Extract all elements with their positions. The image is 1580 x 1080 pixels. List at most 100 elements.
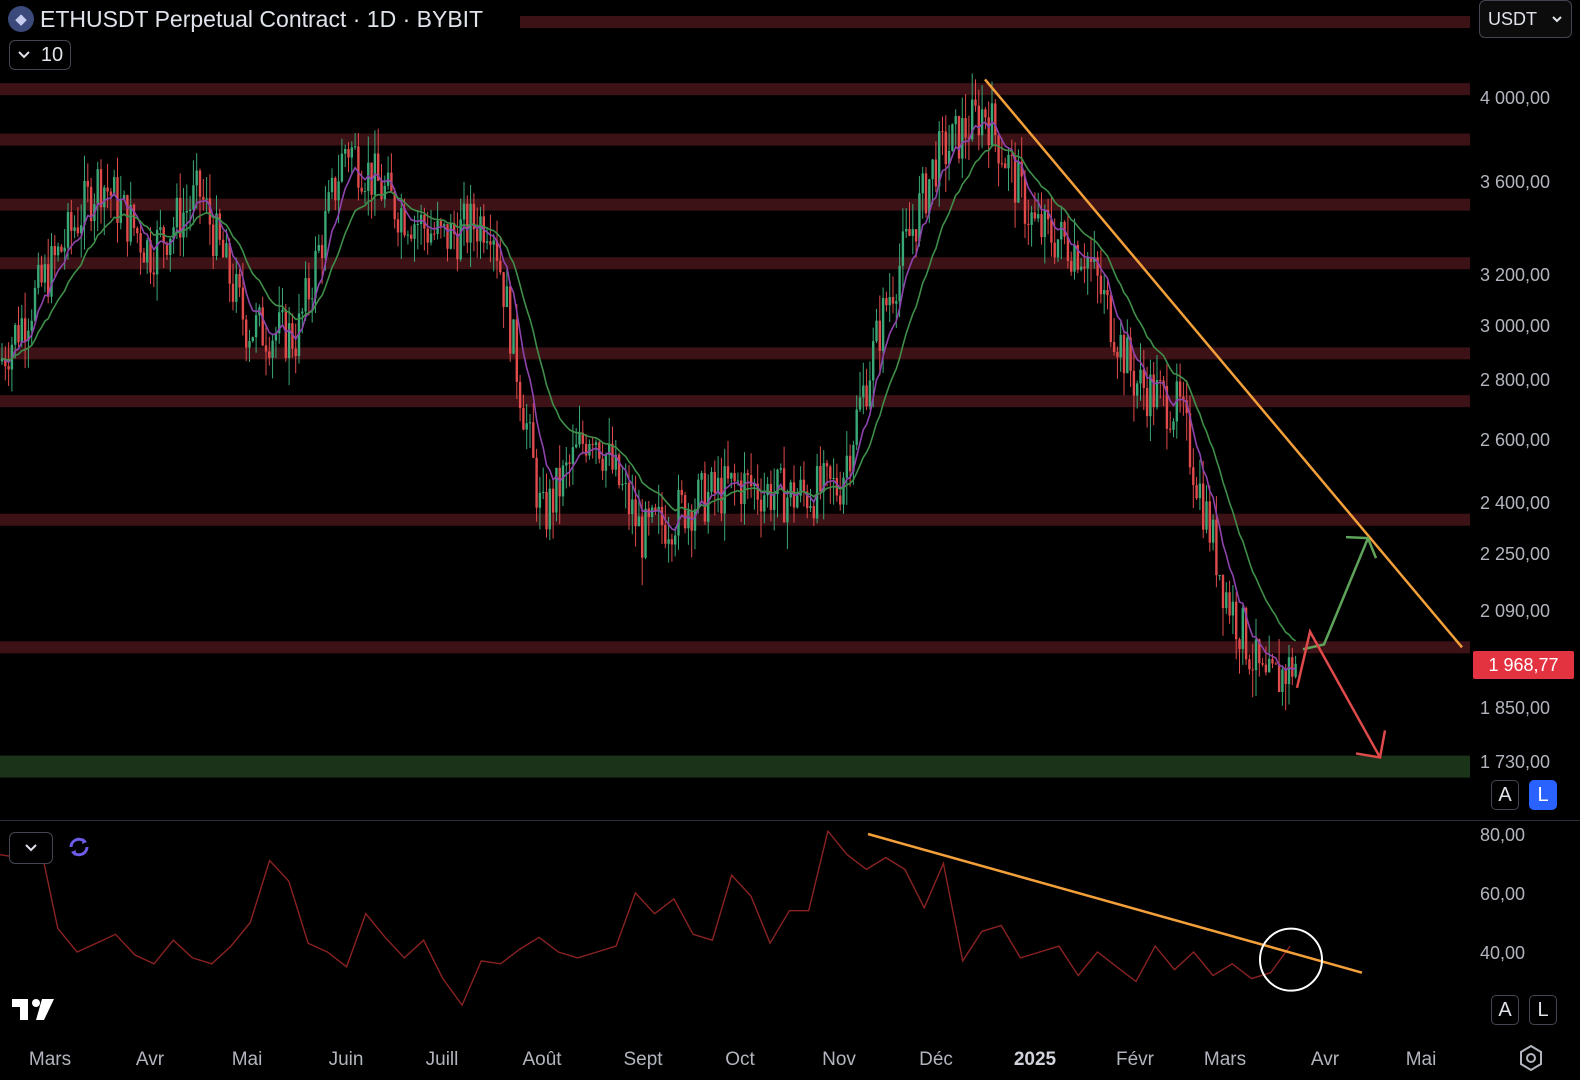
candle-body: [1139, 369, 1142, 384]
symbol-legend[interactable]: ◆ ETHUSDT Perpetual Contract · 1D · BYBI…: [8, 3, 490, 35]
candle-body: [80, 225, 83, 234]
rsi-log-scale-button[interactable]: L: [1529, 995, 1557, 1025]
candle-body: [773, 494, 776, 510]
candle-body: [1149, 374, 1152, 417]
candle-body: [1030, 212, 1033, 225]
candle-body: [812, 506, 815, 519]
candle-body: [855, 409, 858, 445]
current-price-label: 1 968,77: [1473, 651, 1574, 679]
candle-body: [1056, 239, 1060, 258]
time-label: Févr: [1116, 1049, 1154, 1070]
candle-body: [1073, 244, 1076, 272]
currency-selector[interactable]: USDT: [1479, 0, 1572, 38]
candle-body: [99, 169, 103, 208]
rsi-indicator-chart[interactable]: [0, 822, 1470, 1032]
log-scale-button[interactable]: L: [1529, 780, 1557, 810]
rsi-label: 80,00: [1480, 825, 1526, 845]
candle-body: [954, 116, 957, 125]
candle-body: [337, 181, 340, 201]
candle-body: [763, 495, 766, 512]
candle-body: [901, 231, 905, 266]
candle-body: [1205, 501, 1208, 530]
candle-body: [113, 177, 116, 196]
settings-gear-icon[interactable]: [1516, 1043, 1546, 1073]
candle-body: [109, 191, 113, 196]
candle-body: [796, 495, 799, 508]
candle-body: [1248, 659, 1251, 670]
candle-body: [987, 117, 990, 146]
candle-body: [413, 224, 416, 239]
candle-body: [980, 109, 984, 136]
candle-body: [66, 211, 70, 248]
candle-body: [1106, 290, 1109, 296]
candle-body: [977, 105, 980, 136]
auto-scale-button[interactable]: A: [1491, 780, 1519, 810]
candle-body: [683, 495, 687, 529]
price-label: 4 000,00: [1480, 88, 1551, 108]
candle-body: [928, 179, 931, 214]
candle-body: [1000, 163, 1004, 165]
candle-body: [396, 219, 400, 233]
candle-body: [76, 227, 80, 234]
rsi-breakout-circle: [1259, 927, 1323, 992]
candle-body: [1182, 396, 1185, 401]
candle-body: [245, 319, 248, 348]
candle-body: [149, 240, 152, 273]
candle-body: [591, 444, 594, 446]
candle-body: [872, 341, 875, 381]
candle-body: [1291, 657, 1294, 677]
candle-body: [733, 473, 736, 482]
rsi-auto-scale-button[interactable]: A: [1491, 995, 1519, 1025]
candle-body: [542, 491, 545, 493]
candle-body: [984, 109, 987, 118]
candle-body: [713, 471, 716, 494]
candle-body: [291, 323, 294, 349]
candle-body: [1116, 352, 1119, 358]
candle-body: [1013, 155, 1017, 203]
candle-body: [1268, 658, 1271, 673]
candle-body: [1231, 601, 1235, 616]
pane-separator[interactable]: [0, 820, 1580, 821]
candle-body: [509, 286, 512, 354]
candle-body: [799, 479, 802, 496]
candle-body: [769, 483, 773, 510]
sync-icon[interactable]: [66, 834, 92, 860]
candle-body: [865, 385, 868, 407]
candle-body: [1112, 342, 1116, 353]
candle-body: [225, 243, 228, 258]
candle-body: [908, 228, 911, 236]
rsi-label: 60,00: [1480, 884, 1526, 904]
candle-body: [1165, 386, 1169, 429]
legend-collapse-button[interactable]: 10: [9, 40, 71, 70]
candle-body: [23, 318, 27, 341]
candle-body: [674, 535, 677, 545]
rsi-collapse-button[interactable]: [9, 832, 53, 864]
candle-body: [631, 499, 634, 515]
candle-body: [690, 510, 693, 531]
candle-body: [495, 240, 499, 261]
candle-body: [825, 463, 829, 467]
candle-body: [20, 318, 23, 343]
price-chart[interactable]: [0, 0, 1470, 820]
candle-body: [617, 454, 621, 486]
candle-body: [934, 159, 938, 187]
candle-body: [1007, 154, 1010, 169]
candle-body: [1043, 209, 1046, 238]
candle-body: [518, 381, 522, 409]
candle-body: [202, 196, 205, 200]
candle-body: [122, 195, 126, 200]
candle-body: [485, 241, 489, 243]
resistance-zone-top: [520, 16, 1470, 28]
resistance-zone: [0, 513, 1470, 526]
time-label: Avr: [135, 1049, 165, 1070]
candle-body: [377, 153, 380, 181]
candle-body: [287, 323, 291, 359]
candle-body: [198, 170, 202, 197]
candle-body: [1089, 257, 1093, 262]
time-label: Mai: [231, 1049, 263, 1070]
candle-body: [1198, 483, 1202, 499]
candle-body: [1066, 236, 1070, 261]
ema-slow-line: [1, 143, 1297, 642]
candle-body: [14, 325, 17, 345]
candle-body: [601, 458, 604, 471]
